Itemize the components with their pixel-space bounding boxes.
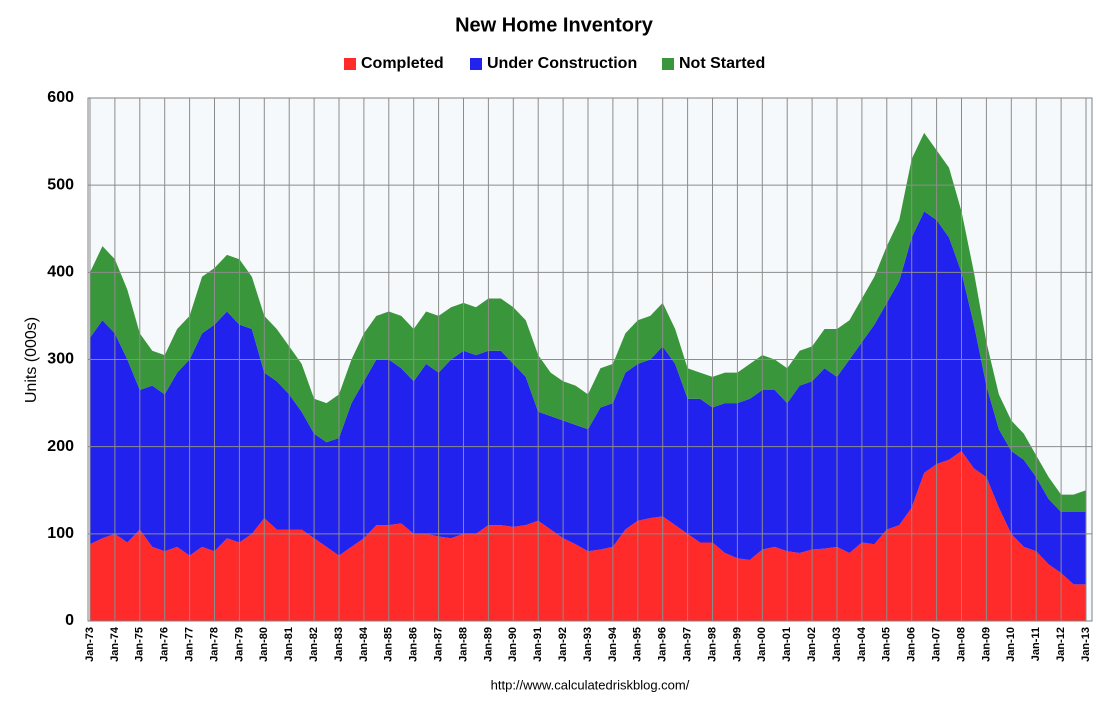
x-tick-label: Jan-80 (258, 627, 270, 662)
x-tick-label: Jan-97 (682, 627, 694, 662)
x-tick-label: Jan-92 (557, 627, 569, 662)
y-axis-label: Units (000s) (23, 317, 40, 403)
x-tick-label: Jan-95 (632, 627, 644, 662)
x-tick-label: Jan-89 (482, 627, 494, 662)
y-tick-label: 100 (47, 525, 74, 542)
legend-label: Under Construction (487, 55, 637, 72)
x-tick-label: Jan-83 (333, 627, 345, 662)
x-tick-label: Jan-76 (159, 627, 171, 662)
x-tick-label: Jan-87 (433, 627, 445, 662)
plot-border (87, 97, 1093, 622)
x-tick-label: Jan-84 (358, 626, 370, 662)
x-tick-label: Jan-74 (109, 626, 121, 662)
y-tick-label: 600 (47, 89, 74, 106)
legend-label: Not Started (679, 55, 765, 72)
x-tick-label: Jan-01 (781, 627, 793, 662)
source: http://www.calculatedriskblog.com/ (491, 677, 690, 692)
x-tick-label: Jan-09 (980, 627, 992, 662)
x-tick-label: Jan-04 (856, 626, 868, 662)
y-tick-label: 400 (47, 264, 74, 281)
x-tick-label: Jan-79 (233, 627, 245, 662)
x-tick-label: Jan-13 (1080, 627, 1092, 662)
x-tick-label: Jan-94 (607, 626, 619, 662)
y-tick-label: 500 (47, 176, 74, 193)
x-tick-label: Jan-98 (706, 627, 718, 662)
x-tick-label: Jan-82 (308, 627, 320, 662)
x-tick-label: Jan-75 (134, 627, 146, 662)
x-tick-label: Jan-91 (532, 627, 544, 662)
x-tick-label: Jan-03 (831, 627, 843, 662)
x-tick-label: Jan-81 (283, 627, 295, 662)
x-tick-label: Jan-12 (1055, 627, 1067, 662)
x-tick-label: Jan-02 (806, 627, 818, 662)
legend-swatch (662, 58, 674, 70)
x-tick-label: Jan-86 (408, 627, 420, 662)
x-tick-label: Jan-06 (906, 627, 918, 662)
y-tick-label: 200 (47, 438, 74, 455)
x-tick-label: Jan-96 (657, 627, 669, 662)
chart-title: New Home Inventory (455, 14, 654, 36)
x-tick-label: Jan-00 (756, 627, 768, 662)
x-tick-label: Jan-77 (184, 627, 196, 662)
x-tick-label: Jan-90 (507, 627, 519, 662)
x-tick-label: Jan-93 (582, 627, 594, 662)
x-tick-label: Jan-73 (84, 627, 96, 662)
x-tick-label: Jan-99 (731, 627, 743, 662)
legend-swatch (470, 58, 482, 70)
x-tick-label: Jan-05 (881, 627, 893, 662)
legend-label: Completed (361, 55, 444, 72)
x-tick-label: Jan-88 (457, 627, 469, 662)
x-tick-label: Jan-08 (955, 627, 967, 662)
y-tick-label: 300 (47, 351, 74, 368)
x-tick-label: Jan-10 (1005, 627, 1017, 662)
x-tick-label: Jan-78 (208, 627, 220, 662)
x-tick-label: Jan-85 (383, 627, 395, 662)
x-tick-label: Jan-11 (1030, 627, 1042, 661)
y-tick-label: 0 (65, 612, 74, 629)
legend-swatch (344, 58, 356, 70)
x-tick-label: Jan-07 (931, 627, 943, 662)
